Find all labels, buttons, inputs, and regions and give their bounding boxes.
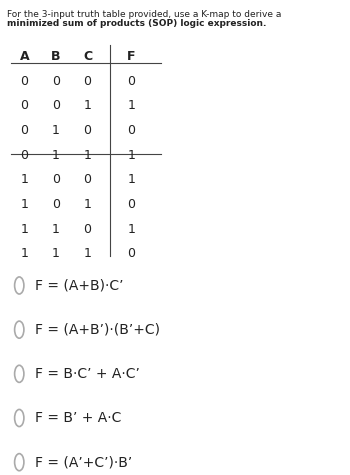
Text: 1: 1 — [127, 223, 135, 236]
Text: 1: 1 — [84, 149, 91, 162]
Text: 0: 0 — [84, 75, 91, 87]
Text: 1: 1 — [52, 149, 60, 162]
Text: 0: 0 — [84, 173, 91, 186]
Text: F: F — [127, 50, 135, 63]
Text: F = (A+B’)·(B’+C): F = (A+B’)·(B’+C) — [35, 323, 160, 337]
Text: C: C — [83, 50, 92, 63]
Text: 1: 1 — [127, 149, 135, 162]
Text: F = (A’+C’)·B’: F = (A’+C’)·B’ — [35, 455, 132, 469]
Text: 0: 0 — [52, 99, 60, 112]
Text: F = B’ + A·C: F = B’ + A·C — [35, 411, 121, 425]
Text: 0: 0 — [21, 75, 28, 87]
Text: 0: 0 — [127, 124, 135, 137]
Text: 0: 0 — [52, 198, 60, 211]
Text: 0: 0 — [127, 198, 135, 211]
Text: 1: 1 — [52, 223, 60, 236]
Text: 1: 1 — [84, 247, 91, 260]
Text: 0: 0 — [21, 99, 28, 112]
Text: 0: 0 — [52, 75, 60, 87]
Text: 1: 1 — [21, 223, 28, 236]
Text: 1: 1 — [84, 198, 91, 211]
Text: 1: 1 — [84, 99, 91, 112]
Text: A: A — [20, 50, 29, 63]
Text: B: B — [51, 50, 61, 63]
Text: minimized sum of products (SOP) logic expression.: minimized sum of products (SOP) logic ex… — [7, 19, 266, 28]
Text: F = B·C’ + A·C’: F = B·C’ + A·C’ — [35, 367, 140, 381]
Text: 0: 0 — [21, 149, 28, 162]
Text: 0: 0 — [52, 173, 60, 186]
Text: 1: 1 — [21, 198, 28, 211]
Text: 0: 0 — [127, 247, 135, 260]
Text: 1: 1 — [127, 99, 135, 112]
Text: 0: 0 — [21, 124, 28, 137]
Text: 1: 1 — [127, 173, 135, 186]
Text: 0: 0 — [127, 75, 135, 87]
Text: 1: 1 — [21, 247, 28, 260]
Text: For the 3-input truth table provided, use a K-map to derive a: For the 3-input truth table provided, us… — [7, 10, 281, 19]
Text: 0: 0 — [84, 124, 91, 137]
Text: 0: 0 — [84, 223, 91, 236]
Text: 1: 1 — [52, 247, 60, 260]
Text: 1: 1 — [52, 124, 60, 137]
Text: 1: 1 — [21, 173, 28, 186]
Text: F = (A+B)·C’: F = (A+B)·C’ — [35, 278, 124, 293]
